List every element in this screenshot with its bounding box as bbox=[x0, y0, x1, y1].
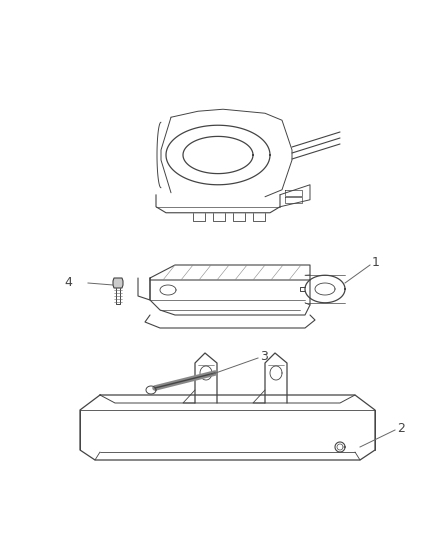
Text: 4: 4 bbox=[64, 277, 72, 289]
Text: 3: 3 bbox=[260, 350, 268, 362]
Text: 2: 2 bbox=[397, 422, 405, 434]
Text: 1: 1 bbox=[372, 256, 380, 270]
Polygon shape bbox=[113, 278, 123, 288]
